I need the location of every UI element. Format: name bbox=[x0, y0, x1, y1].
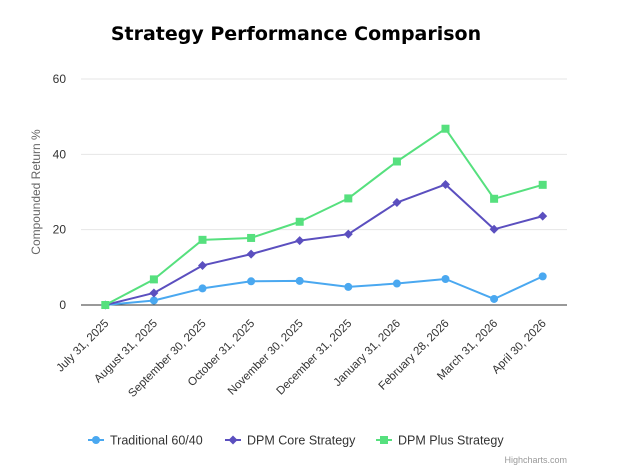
data-point[interactable] bbox=[198, 235, 207, 244]
data-point[interactable] bbox=[343, 229, 353, 239]
y-tick-label: 0 bbox=[59, 298, 66, 312]
data-point[interactable] bbox=[441, 275, 450, 284]
series-traditional-60-40 bbox=[101, 272, 547, 309]
data-point[interactable] bbox=[295, 236, 305, 246]
data-point[interactable] bbox=[490, 294, 499, 303]
y-tick-label: 40 bbox=[53, 147, 67, 161]
data-point[interactable] bbox=[392, 198, 402, 208]
legend-item[interactable]: DPM Core Strategy bbox=[225, 434, 356, 448]
data-point[interactable] bbox=[198, 260, 207, 270]
data-point[interactable] bbox=[149, 288, 159, 298]
legend-label: DPM Plus Strategy bbox=[398, 434, 504, 448]
grid bbox=[81, 78, 567, 306]
series-dpm-core-strategy bbox=[100, 179, 548, 310]
data-point[interactable] bbox=[490, 194, 499, 203]
data-point[interactable] bbox=[392, 157, 401, 166]
data-point[interactable] bbox=[344, 282, 353, 291]
data-point[interactable] bbox=[149, 275, 158, 284]
data-point[interactable] bbox=[295, 217, 304, 226]
legend-label: Traditional 60/40 bbox=[110, 434, 203, 448]
data-point[interactable] bbox=[149, 296, 158, 305]
data-point[interactable] bbox=[247, 233, 256, 242]
data-point[interactable] bbox=[392, 279, 401, 288]
data-point[interactable] bbox=[246, 249, 256, 259]
legend-item[interactable]: Traditional 60/40 bbox=[88, 434, 203, 448]
y-axis: 0 20 40 60 bbox=[53, 72, 67, 312]
series-line bbox=[105, 275, 544, 306]
legend-item[interactable]: DPM Plus Strategy bbox=[376, 434, 504, 448]
series-dpm-plus-strategy bbox=[101, 124, 547, 309]
data-point[interactable] bbox=[344, 194, 353, 203]
data-point[interactable] bbox=[295, 276, 304, 285]
series-group bbox=[100, 124, 548, 310]
y-tick-label: 20 bbox=[53, 223, 67, 237]
legend-symbol[interactable] bbox=[92, 436, 100, 444]
y-tick-label: 60 bbox=[53, 72, 67, 86]
legend-label: DPM Core Strategy bbox=[247, 434, 356, 448]
data-point[interactable] bbox=[538, 272, 547, 281]
y-axis-title: Compounded Return % bbox=[29, 129, 43, 255]
series-line bbox=[104, 127, 543, 306]
data-point[interactable] bbox=[538, 180, 547, 189]
data-point[interactable] bbox=[247, 277, 256, 286]
data-point[interactable] bbox=[441, 124, 450, 133]
chart-title: Strategy Performance Comparison bbox=[111, 23, 481, 45]
legend-symbol[interactable] bbox=[228, 435, 238, 445]
data-point[interactable] bbox=[101, 301, 110, 309]
legend-symbol[interactable] bbox=[380, 436, 388, 444]
data-point[interactable] bbox=[489, 224, 499, 234]
data-point[interactable] bbox=[441, 179, 450, 189]
data-point[interactable] bbox=[198, 284, 207, 293]
series-line bbox=[105, 183, 543, 306]
data-point[interactable] bbox=[538, 211, 548, 221]
legend[interactable]: Traditional 60/40 DPM Core Strategy DPM Pl… bbox=[88, 434, 504, 448]
credits[interactable]: Highcharts.com bbox=[504, 455, 567, 465]
